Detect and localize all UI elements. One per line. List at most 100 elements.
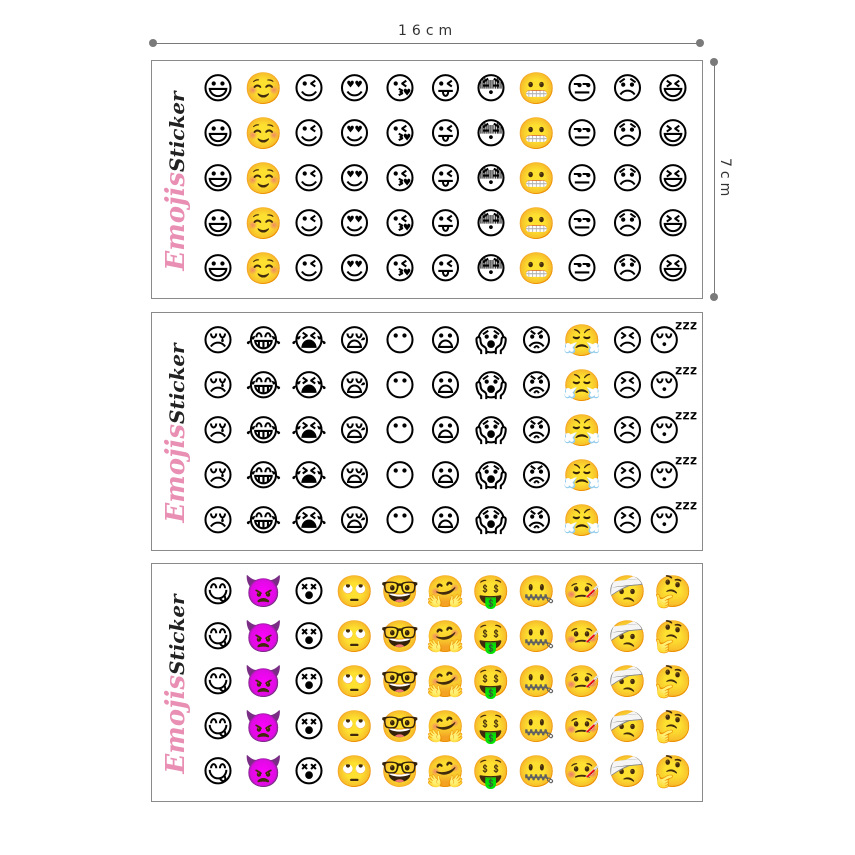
emoji-sticker: 😣 [611,502,644,539]
emoji-sticker: 🤔 [653,618,693,655]
emoji-sticker: 🤒 [562,618,602,655]
emoji-sticker: 🤑 [471,663,511,700]
emoji-sticker: 🤔 [653,663,693,700]
emoji-sticker: 😭 [290,412,328,449]
emoji-sticker: 🤑 [471,753,511,790]
emoji-sticker: 😦 [429,502,462,539]
emoji-sticker: 😱 [474,367,508,404]
emoji-sticker: 😍 [338,160,371,197]
emoji-sticker: 😆 [656,115,690,152]
emoji-sticker: 😃 [201,70,235,107]
sticker-sheet-3: EmojisSticker 😋 👿 😵 🙄 🤓 🤗 🤑 🤐 🤒 🤕 🤔 😋 👿 😵 🙄 🤓 🤗 🤑 🤐 🤒 🤕 🤔 😋 👿 😵 🙄… [151,563,703,802]
emoji-sticker: 😞 [611,115,644,152]
emoji-sticker: 😒 [565,205,599,242]
emoji-sticker: 😵 [292,663,326,700]
emoji-sticker: 😴 [648,322,698,359]
emoji-sticker: 🤒 [562,663,602,700]
emoji-sticker: 🤕 [608,753,647,790]
emoji-sticker: 🤓 [380,753,420,790]
emoji-sticker: 😴 [648,412,698,449]
emoji-sticker: 😍 [338,70,371,107]
emoji-sticker: 😋 [201,708,235,745]
emoji-sticker: 😦 [429,457,462,494]
emoji-sticker: 🙄 [335,573,374,610]
emoji-sticker: 😳 [474,250,508,287]
emoji-sticker: 😤 [562,412,602,449]
emoji-sticker: 😞 [611,70,644,107]
emoji-sticker: 🤗 [426,708,465,745]
emoji-sticker: 😢 [201,457,235,494]
emoji-sticker: 😢 [201,322,235,359]
emoji-sticker: 😉 [292,205,326,242]
emoji-sticker: 😤 [562,322,602,359]
emoji-sticker: 😤 [562,502,602,539]
emoji-sticker: 😜 [429,160,462,197]
emoji-sticker: 🤑 [471,573,511,610]
emoji-sticker: 🤕 [608,708,647,745]
emoji-sticker: 😢 [201,367,235,404]
emoji-sticker: 😪 [338,367,371,404]
emoji-sticker: 😪 [338,457,371,494]
emoji-sticker: 😘 [383,70,417,107]
emoji-sticker: 😵 [292,708,326,745]
emoji-sticker: 🤔 [653,753,693,790]
emoji-sticker: 😃 [201,205,235,242]
emoji-sticker: 😳 [474,70,508,107]
emoji-sticker: 😶 [383,412,417,449]
emoji-sticker: 😪 [338,502,371,539]
emoji-sticker: 🤗 [426,573,465,610]
emoji-sticker: 😣 [611,367,644,404]
emoji-sticker: ☺️ [244,205,283,242]
emoji-sticker: 😜 [429,115,462,152]
emoji-sticker: 😬 [517,70,556,107]
emoji-sticker: 🤒 [562,753,602,790]
sticker-sheet-2: EmojisSticker 😢 😂 😭 😪 😶 😦 😱 😡 😤 😣 😴 😢 😂 😭 😪 😶 😦 😱 😡 😤 😣 😴 😢 😂 😭 😪… [151,312,703,551]
emoji-sticker: 😬 [517,115,556,152]
emoji-sticker: 😭 [290,367,328,404]
emoji-sticker: 🤓 [380,708,420,745]
emoji-sticker: 😍 [338,115,371,152]
emoji-sticker: 😳 [474,205,508,242]
emoji-sticker: 😢 [201,502,235,539]
emoji-sticker: 😃 [201,160,235,197]
height-dimension-start-dot [710,58,718,66]
emoji-sticker: 😒 [565,250,599,287]
emoji-sticker: 😬 [517,250,556,287]
emoji-sticker: 😆 [656,160,690,197]
emoji-sticker: 🤑 [471,708,511,745]
emoji-sticker: 😆 [656,70,690,107]
emoji-sticker: 😪 [338,412,371,449]
emoji-sticker: 😴 [648,367,698,404]
emoji-sticker: 😘 [383,205,417,242]
emoji-sticker: 😋 [201,753,235,790]
emoji-sticker: 🙄 [335,708,374,745]
emoji-sticker: 🤒 [562,573,602,610]
emoji-sticker: 😃 [201,115,235,152]
emoji-sticker: 👿 [244,618,283,655]
emoji-sticker: 😢 [201,412,235,449]
sticker-sheet-1: EmojisSticker 😃 ☺️ 😉 😍 😘 😜 😳 😬 😒 😞 😆 😃 ☺️ 😉 😍 😘 😜 😳 😬 😒 😞 😆 😃 ☺… [151,60,703,299]
emoji-sticker: 😡 [520,367,553,404]
emoji-sticker: 😂 [245,367,282,404]
emoji-sticker: 😶 [383,322,417,359]
height-dimension-line [714,62,715,297]
emoji-sticker: 😂 [245,412,282,449]
height-dimension-label: 7cm [717,158,733,201]
emoji-sticker: 😤 [562,457,602,494]
emoji-sticker: 👿 [244,663,283,700]
emoji-sticker: 😞 [611,250,644,287]
emoji-sticker: 😉 [292,70,326,107]
emoji-sticker: 😦 [429,412,462,449]
emoji-sticker: 😂 [245,322,282,359]
emoji-sticker: 🤗 [426,618,465,655]
emoji-sticker: 😳 [474,115,508,152]
emoji-sticker: 🤓 [380,573,420,610]
emoji-sticker: ☺️ [244,70,283,107]
emoji-sticker: 🤓 [380,663,420,700]
emoji-sticker: 🤐 [517,753,556,790]
emoji-sticker: 👿 [244,753,283,790]
brand-logo: EmojisSticker [161,90,191,271]
emoji-sticker: 😘 [383,250,417,287]
emoji-sticker: 🤑 [471,618,511,655]
emoji-sticker: 🤗 [426,753,465,790]
